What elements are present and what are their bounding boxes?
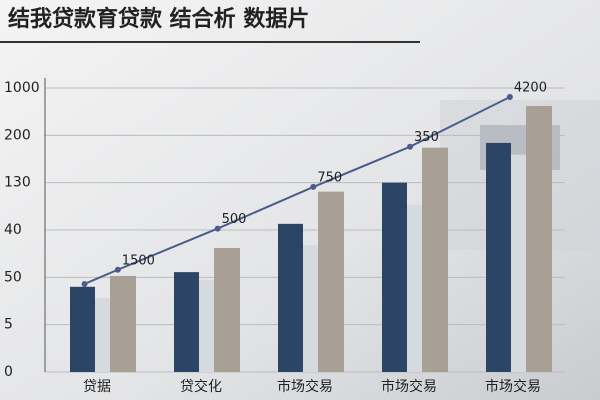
y-tick-label: 5 bbox=[4, 317, 13, 333]
bar bbox=[174, 272, 199, 372]
y-tick-label: 40 bbox=[4, 222, 22, 238]
x-tick-label: 市场交易 bbox=[381, 378, 437, 395]
bar bbox=[303, 245, 318, 372]
y-tick-label: 200 bbox=[4, 127, 31, 143]
x-tick-label: 市场交易 bbox=[485, 378, 541, 395]
x-tick-label: 贷据 bbox=[83, 379, 111, 395]
trend-point bbox=[214, 225, 221, 232]
x-tick-label: 贷交化 bbox=[180, 378, 222, 395]
bar bbox=[95, 298, 110, 372]
y-tick-label: 0 bbox=[4, 364, 13, 380]
y-tick-label: 130 bbox=[4, 175, 31, 191]
trend-point bbox=[506, 93, 513, 100]
annotation: 500 bbox=[222, 212, 247, 227]
bar bbox=[526, 105, 552, 372]
bar bbox=[382, 182, 407, 372]
y-tick-label: 1000 bbox=[4, 80, 40, 96]
bar bbox=[511, 154, 526, 372]
bar bbox=[278, 223, 303, 372]
y-tick-label: 50 bbox=[4, 269, 22, 285]
bar bbox=[486, 142, 511, 372]
bar bbox=[422, 147, 448, 372]
trend-point bbox=[310, 183, 317, 190]
bar bbox=[214, 247, 240, 372]
bar bbox=[110, 275, 136, 372]
trend-line bbox=[84, 96, 511, 285]
bar bbox=[70, 286, 95, 372]
trend-point bbox=[407, 143, 414, 150]
annotation: 4200 bbox=[514, 80, 547, 95]
bar bbox=[318, 191, 344, 372]
bar bbox=[407, 204, 422, 372]
annotation: 1500 bbox=[122, 253, 155, 268]
trend-point bbox=[81, 280, 88, 287]
annotation: 750 bbox=[317, 170, 342, 185]
x-tick-label: 市场交易 bbox=[277, 378, 333, 395]
trend-point bbox=[114, 266, 121, 273]
chart-title: 结我贷款育贷款 结合析 数据片 bbox=[8, 6, 309, 32]
bar bbox=[199, 279, 214, 372]
annotation: 350 bbox=[414, 130, 439, 145]
